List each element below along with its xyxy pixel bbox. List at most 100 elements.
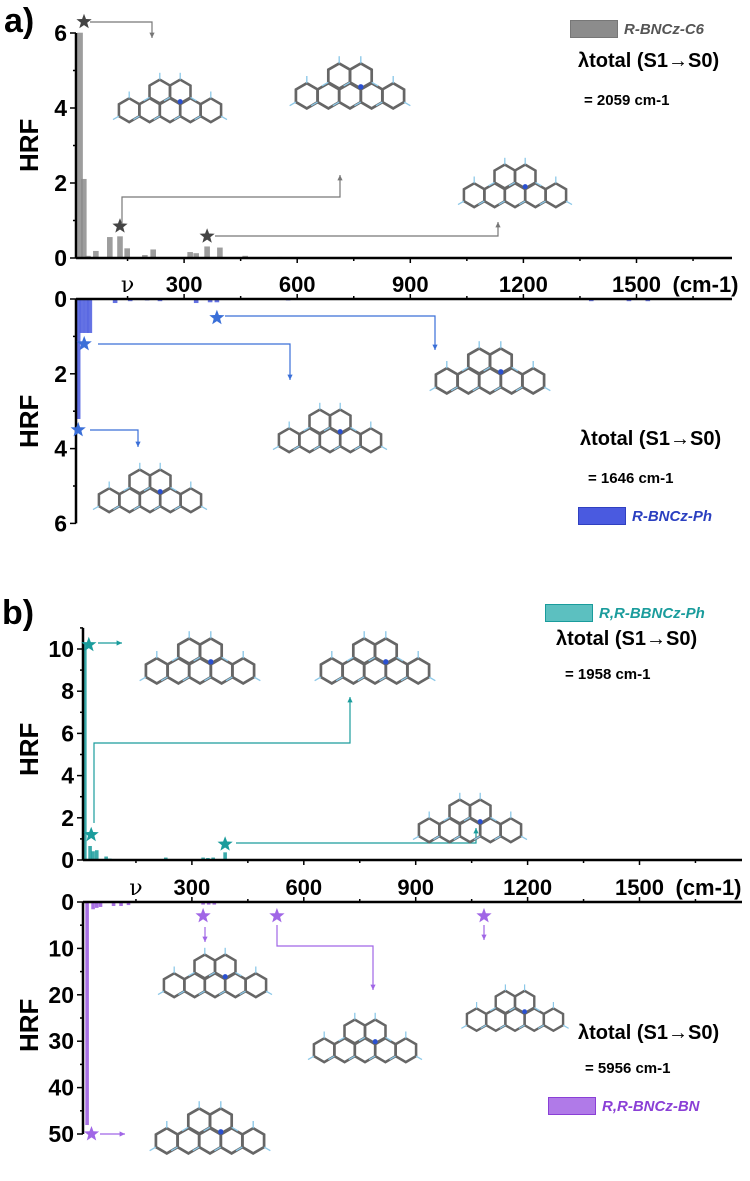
bar-b_top	[91, 851, 95, 861]
y-axis-label-b-bottom: HRF	[14, 998, 44, 1052]
bar-a_top	[217, 247, 223, 259]
star-marker-b_bottom	[476, 907, 492, 923]
displacement-vector	[310, 101, 318, 107]
x-tick-label: 300	[174, 875, 211, 900]
displacement-vector	[239, 990, 246, 996]
connector-arrow	[93, 697, 351, 823]
star-marker-b_top	[81, 636, 97, 652]
displacement-vector	[293, 445, 300, 451]
displacement-vector	[433, 835, 440, 841]
displacement-vector	[396, 656, 404, 662]
connector-arrow-head	[337, 175, 343, 181]
displacement-vector	[368, 1055, 376, 1061]
molecule-structure	[149, 1101, 271, 1155]
displacement-vector	[429, 386, 437, 392]
x-axis-symbol: ν	[129, 876, 142, 901]
displacement-vector	[335, 676, 343, 682]
x-tick-label: 1500	[615, 875, 664, 900]
displacement-vector	[478, 200, 485, 206]
displacement-vector	[188, 971, 195, 977]
y-tick-label: 2	[61, 805, 74, 831]
displacement-vector	[346, 656, 354, 662]
bar-a_bottom	[79, 298, 85, 333]
displacement-vector	[123, 486, 130, 492]
displacement-vector	[338, 1036, 345, 1042]
displacement-vector	[192, 1146, 200, 1152]
nitrogen-atom	[222, 974, 228, 980]
displacement-vector	[450, 386, 458, 392]
displacement-vector	[533, 1007, 541, 1012]
displacement-vector	[473, 835, 481, 841]
displacement-vector	[368, 656, 376, 662]
displacement-vector	[153, 115, 161, 121]
connector-arrow-head	[347, 697, 353, 703]
displacement-vector	[483, 366, 491, 372]
displacement-vector	[235, 971, 242, 977]
displacement-vector	[173, 115, 181, 121]
displacement-vector	[461, 1024, 468, 1029]
legend-swatch	[570, 20, 618, 38]
displacement-vector	[160, 676, 168, 682]
bar-a_bottom	[87, 298, 93, 333]
displacement-vector	[181, 1126, 189, 1132]
displacement-vector	[200, 505, 208, 511]
y-tick-label: 0	[61, 889, 74, 915]
connector-arrow	[90, 21, 153, 38]
ring	[394, 1036, 418, 1064]
connector-arrow-head	[135, 441, 141, 447]
ring	[359, 426, 383, 454]
displacement-vector	[143, 486, 151, 492]
displacement-vector	[489, 1007, 497, 1012]
y-axis-label-a-top: HRF	[14, 118, 44, 172]
nitrogen-atom	[372, 1039, 378, 1045]
displacement-vector	[354, 101, 362, 107]
displacement-vector	[307, 1055, 315, 1061]
lambda-label-a-top: λtotal (S1→S0)	[578, 50, 720, 72]
nitrogen-atom	[522, 184, 528, 190]
displacement-vector	[354, 445, 361, 451]
displacement-vector	[314, 676, 322, 682]
displacement-vector	[204, 676, 212, 682]
x-tick-label: 1200	[503, 875, 552, 900]
displacement-vector	[208, 971, 216, 977]
displacement-vector	[190, 96, 197, 102]
nitrogen-atom	[177, 99, 183, 105]
displacement-vector	[193, 656, 201, 662]
star-marker-a_bottom	[209, 309, 225, 325]
displacement-vector	[133, 505, 141, 511]
y-tick-label: 4	[54, 436, 67, 462]
nitrogen-atom	[522, 1009, 527, 1014]
displacement-vector	[488, 181, 495, 187]
displacement-vector	[371, 81, 379, 87]
displacement-vector	[153, 505, 161, 511]
displacement-vector	[182, 676, 190, 682]
x-tick-label: 1500	[612, 272, 661, 297]
legend-text: R-BNCz-Ph	[632, 507, 712, 525]
y-tick-label: 50	[48, 1121, 74, 1147]
molecule-structure	[429, 341, 551, 395]
displacement-vector	[480, 1024, 487, 1029]
displacement-vector	[494, 835, 501, 841]
displacement-vector	[385, 1036, 392, 1042]
connector-arrow	[276, 925, 374, 990]
star-marker-a_top	[112, 218, 128, 233]
y-tick-label: 10	[48, 636, 74, 662]
displacement-vector	[509, 1007, 516, 1012]
displacement-vector	[198, 990, 206, 996]
displacement-vector	[535, 181, 542, 187]
ring	[544, 181, 568, 209]
connector-arrow	[121, 175, 341, 224]
y-tick-label: 40	[48, 1075, 74, 1101]
molecule-structure	[139, 631, 261, 685]
star-marker-b_bottom	[83, 1126, 100, 1141]
lambda-value-b-bottom: = 5956 cm-1	[585, 1060, 671, 1077]
connector-arrow-head	[287, 374, 293, 380]
displacement-vector	[499, 1024, 506, 1029]
displacement-vector	[518, 200, 526, 206]
lambda-value-a-bottom: = 1646 cm-1	[588, 470, 674, 487]
molecule-structure	[412, 792, 528, 844]
bar-b_bottom	[85, 901, 89, 1126]
displacement-vector	[170, 1146, 178, 1152]
x-tick-label: 900	[392, 272, 429, 297]
